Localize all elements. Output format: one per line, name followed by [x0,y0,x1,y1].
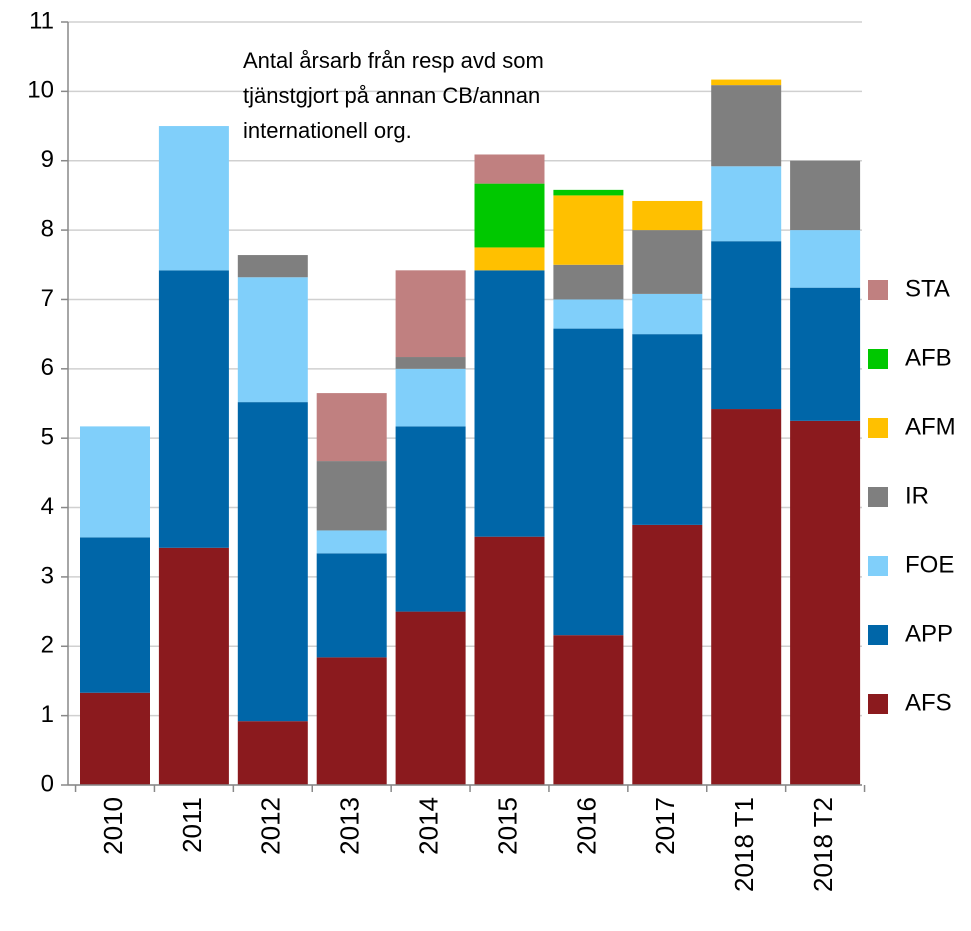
y-tick-label: 10 [27,77,54,104]
bar-segment [790,230,861,288]
x-tick-label: 2018 T2 [808,797,838,892]
bar-segment [158,126,229,271]
bar-segment [395,357,466,369]
bar-segment [711,79,782,86]
y-tick-label: 8 [41,215,54,242]
x-tick-label: 2012 [256,797,286,855]
y-tick-label: 5 [41,424,54,451]
bar-segment [80,426,150,538]
legend-label: FOE [905,551,954,578]
legend-label: AFM [905,413,956,440]
bar-segment [632,230,703,294]
legend-swatch [868,556,888,576]
bar-segment [237,277,308,403]
bar-segment [632,524,703,785]
legend-swatch [868,280,888,300]
bar-segment [80,692,150,785]
bar-segment [790,420,861,785]
bar-segment [553,299,624,329]
bar-segment [711,85,782,167]
legend-label: AFB [905,344,952,371]
bar-segment [395,270,466,358]
y-tick-label: 6 [41,354,54,381]
bar-segment [316,553,387,658]
bar-segment [790,160,861,231]
bar-segment [474,183,545,248]
y-tick-label: 2 [41,632,54,659]
legend-label: IR [905,482,929,509]
bar-segment [158,547,229,785]
legend-swatch [868,625,888,645]
y-tick-label: 1 [41,701,54,728]
bar-segment [316,657,387,785]
bar-segment [790,287,861,421]
bar-segment [316,393,387,462]
bar-segment [80,537,150,693]
bar-segment [237,721,308,785]
annotation: tjänstgjort på annan CB/annan [243,83,540,108]
bar-segment [158,270,229,548]
bar-segment [316,530,387,554]
bar-segment [395,426,466,612]
legend-swatch [868,487,888,507]
legend-label: APP [905,620,953,647]
bar-segment [632,200,703,231]
y-tick-label: 7 [41,285,54,312]
annotation: internationell org. [243,118,412,143]
annotation: Antal årsarb från resp avd som [243,48,544,73]
x-tick-label: 2017 [650,797,680,855]
bar-segment [395,368,466,427]
bar-segment [711,241,782,410]
x-tick-label: 2011 [177,797,207,853]
bar-segment [553,195,624,265]
bar-segment [316,461,387,531]
legend-label: STA [905,275,950,302]
bar-segment [474,270,545,537]
bar-segment [474,247,545,271]
bar-segment [237,255,308,278]
y-tick-label: 11 [29,7,54,34]
x-tick-label: 2015 [492,797,522,855]
bar-segment [553,264,624,300]
y-tick-label: 3 [41,562,54,589]
bar-segment [711,166,782,242]
bar-segment [553,635,624,785]
legend-swatch [868,418,888,438]
bar-segment [474,154,545,184]
x-tick-label: 2013 [335,797,365,855]
bar-segment [553,328,624,636]
bar-segment [474,536,545,785]
bar-segment [395,611,466,785]
bar-segment [553,189,624,196]
y-tick-label: 9 [41,146,54,173]
x-tick-label: 2014 [413,797,443,855]
y-tick-label: 4 [41,493,54,520]
legend-label: AFS [905,689,952,716]
bar-segment [711,409,782,785]
y-tick-label: 0 [41,770,54,797]
legend-swatch [868,694,888,714]
legend-swatch [868,349,888,369]
bar-segment [237,402,308,722]
x-tick-label: 2016 [571,797,601,855]
x-tick-label: 2018 T1 [729,797,759,892]
bar-segment [632,334,703,525]
x-tick-label: 2010 [98,797,128,855]
bar-segment [632,293,703,335]
